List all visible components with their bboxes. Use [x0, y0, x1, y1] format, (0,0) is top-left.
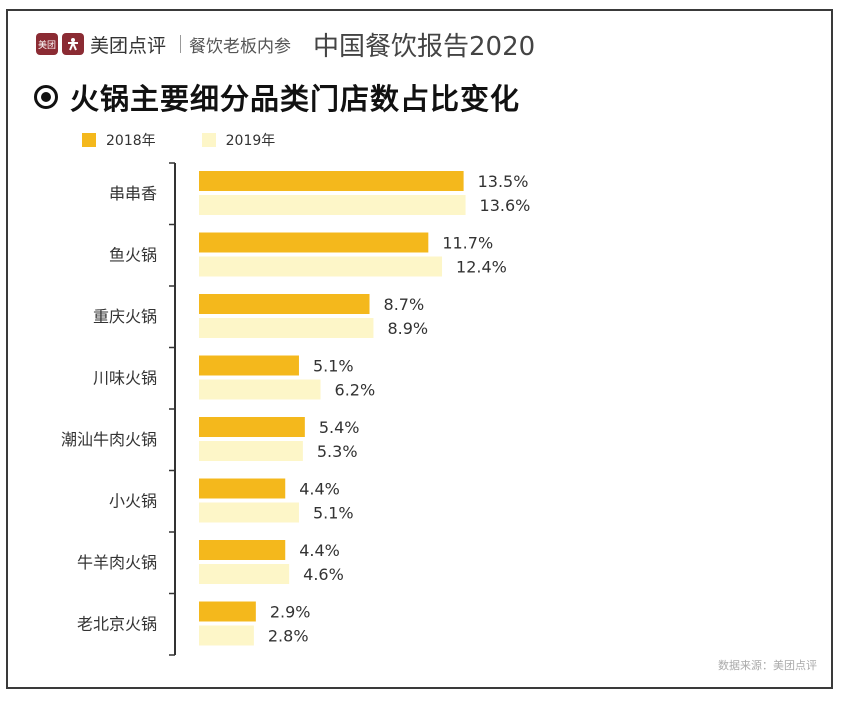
chart-frame: [6, 9, 833, 689]
bullet-icon: [34, 85, 58, 109]
bar-2018: [199, 232, 429, 253]
category-label: 串串香: [109, 184, 157, 203]
bar-2019: [199, 256, 443, 277]
data-label: 8.7%: [384, 295, 425, 314]
data-label: 5.4%: [319, 418, 360, 437]
bar-2018: [199, 478, 286, 499]
data-label: 8.9%: [387, 319, 428, 338]
bar-2019: [199, 379, 321, 400]
data-label: 12.4%: [456, 258, 507, 277]
bar-2018: [199, 601, 256, 622]
bar-2019: [199, 318, 374, 338]
chart-title: 火锅主要细分品类门店数占比变化: [70, 82, 521, 116]
bar-2019: [199, 195, 466, 215]
bar-2018: [199, 294, 370, 314]
legend-swatch-2019: [201, 133, 216, 147]
category-label: 重庆火锅: [93, 307, 157, 326]
bar-2019: [199, 625, 254, 646]
data-label: 5.1%: [313, 357, 354, 376]
data-label: 4.4%: [299, 480, 340, 499]
header-divider: [180, 35, 182, 53]
data-label: 4.6%: [303, 565, 344, 584]
data-source: 数据来源：美团点评: [718, 659, 817, 672]
legend-label-2018: 2018年: [106, 133, 156, 149]
data-label: 2.8%: [268, 627, 309, 646]
data-label: 6.2%: [335, 381, 376, 400]
header: 美团 美团点评 餐饮老板内参 中国餐饮报告2020: [36, 24, 535, 64]
category-label: 潮汕牛肉火锅: [61, 430, 157, 449]
category-label: 小火锅: [109, 492, 157, 511]
legend: 2018年 2019年: [82, 130, 321, 150]
bar-2018: [199, 540, 286, 560]
brand-name: 美团点评: [90, 34, 167, 57]
data-label: 11.7%: [442, 234, 493, 253]
dianping-logo-icon: [62, 33, 84, 55]
bar-2018: [199, 417, 305, 437]
chart-title-row: 火锅主要细分品类门店数占比变化: [34, 76, 520, 118]
category-label: 鱼火锅: [109, 246, 157, 265]
bar-2019: [199, 564, 290, 584]
legend-item-2019: 2019年: [201, 130, 276, 150]
data-label: 2.9%: [270, 603, 311, 622]
bar-2018: [199, 355, 299, 376]
data-label: 4.4%: [299, 541, 340, 560]
legend-item-2018: 2018年: [82, 130, 156, 150]
category-label: 牛羊肉火锅: [77, 553, 157, 572]
data-label: 13.5%: [478, 172, 529, 191]
bar-2019: [199, 502, 299, 523]
data-label: 5.3%: [317, 442, 358, 461]
data-label: 5.1%: [313, 504, 354, 523]
category-label: 川味火锅: [93, 369, 157, 388]
bar-2019: [199, 441, 303, 461]
meituan-logo: 美团: [36, 33, 58, 55]
report-title: 中国餐饮报告2020: [313, 31, 536, 62]
partner-brand: 餐饮老板内参: [189, 36, 292, 57]
category-label: 老北京火锅: [77, 615, 157, 634]
data-label: 13.6%: [480, 196, 531, 215]
legend-swatch-2018: [82, 133, 96, 147]
legend-label-2019: 2019年: [225, 133, 276, 149]
logo-text: 美团: [37, 40, 56, 51]
bar-2018: [199, 171, 464, 191]
